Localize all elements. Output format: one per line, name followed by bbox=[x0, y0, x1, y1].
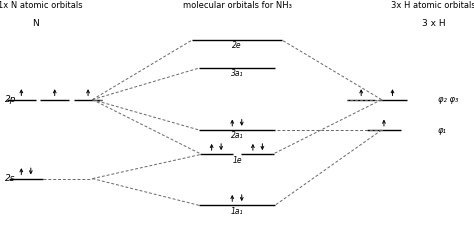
Text: φ₂ φ₃: φ₂ φ₃ bbox=[438, 95, 458, 104]
Text: 2a₁: 2a₁ bbox=[231, 131, 243, 140]
Text: 2p: 2p bbox=[5, 95, 16, 104]
Text: φ₁: φ₁ bbox=[438, 125, 447, 135]
Text: 3a₁: 3a₁ bbox=[231, 69, 243, 78]
Text: 1x N atomic orbitals: 1x N atomic orbitals bbox=[0, 1, 82, 10]
Text: 2s: 2s bbox=[5, 174, 15, 183]
Text: N: N bbox=[32, 19, 39, 28]
Text: 3x H atomic orbitals: 3x H atomic orbitals bbox=[392, 1, 474, 10]
Text: 2e: 2e bbox=[232, 41, 242, 50]
Text: 3 x H: 3 x H bbox=[422, 19, 446, 28]
Text: 1e: 1e bbox=[232, 156, 242, 165]
Text: 1a₁: 1a₁ bbox=[231, 207, 243, 216]
Text: molecular orbitals for NH₃: molecular orbitals for NH₃ bbox=[182, 1, 292, 10]
